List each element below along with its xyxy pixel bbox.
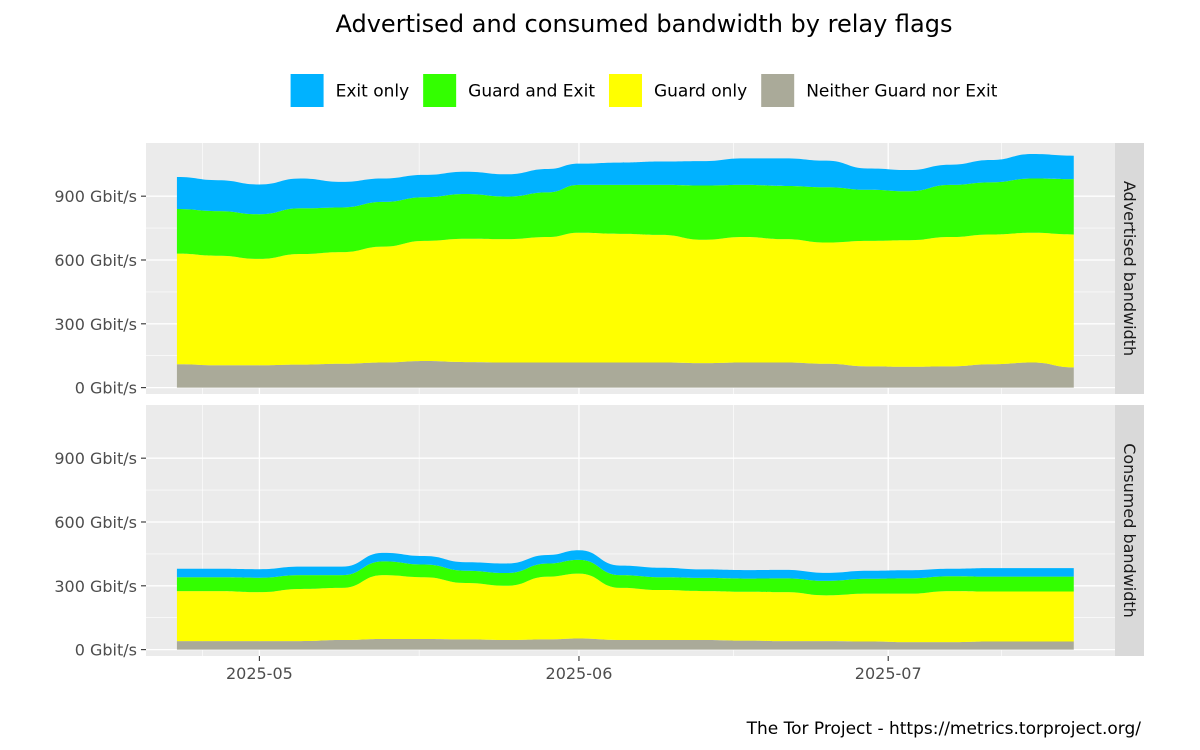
area-exit-only <box>176 550 1074 581</box>
x-tick-label: 2025-05 <box>226 664 293 683</box>
y-tick-label: 0 Gbit/s <box>75 641 137 660</box>
legend-key-guard-and-exit <box>423 74 457 107</box>
facet-strip-label: Consumed bandwidth <box>1120 443 1139 618</box>
x-tick-label: 2025-06 <box>546 664 613 683</box>
chart-title: Advertised and consumed bandwidth by rel… <box>336 10 953 38</box>
legend: Exit only Guard and Exit Guard only Neither… <box>290 74 998 107</box>
facet-strip-label: Advertised bandwidth <box>1120 181 1139 356</box>
legend-item-guard-only: Guard only <box>608 74 747 107</box>
legend-key-exit-only <box>290 74 324 107</box>
facet-strip <box>1115 405 1144 656</box>
area-guard-only <box>176 232 1074 368</box>
chart-caption: The Tor Project - https://metrics.torpro… <box>746 719 1142 739</box>
y-tick-label: 300 Gbit/s <box>54 577 137 596</box>
area-neither-guard-nor-exit <box>176 638 1074 650</box>
y-tick-label: 900 Gbit/s <box>54 449 137 468</box>
y-tick-label: 600 Gbit/s <box>54 513 137 532</box>
y-tick-label: 300 Gbit/s <box>54 315 137 334</box>
area-exit-only <box>176 154 1074 215</box>
area-neither-guard-nor-exit <box>176 361 1074 388</box>
x-axis: 2025-05 2025-06 2025-07 <box>226 656 922 683</box>
legend-label: Exit only <box>336 82 410 102</box>
y-tick-label: 0 Gbit/s <box>75 379 137 398</box>
legend-label: Guard and Exit <box>468 82 595 102</box>
area-guard-and-exit <box>176 178 1074 259</box>
legend-label: Neither Guard nor Exit <box>806 82 998 102</box>
legend-key-neither-guard-nor-exit <box>761 74 795 107</box>
y-tick-label: 900 Gbit/s <box>54 187 137 206</box>
legend-label: Guard only <box>654 82 747 102</box>
y-tick-label: 600 Gbit/s <box>54 251 137 270</box>
panel-consumed-bandwidth: 0 Gbit/s 300 Gbit/s 600 Gbit/s 900 Gbit/s Co… <box>54 405 1144 660</box>
legend-key-guard-only <box>608 74 642 107</box>
area-guard-only <box>176 573 1074 643</box>
legend-item-exit-only: Exit only <box>290 74 410 107</box>
area-guard-and-exit <box>176 559 1074 596</box>
legend-item-guard-and-exit: Guard and Exit <box>423 74 595 107</box>
panel-advertised-bandwidth: 0 Gbit/s 300 Gbit/s 600 Gbit/s 900 Gbit/s Ad… <box>54 143 1144 398</box>
chart-panels: 0 Gbit/s 300 Gbit/s 600 Gbit/s 900 Gbit/s Ad… <box>54 143 1144 660</box>
legend-item-neither-guard-nor-exit: Neither Guard nor Exit <box>761 74 998 107</box>
x-tick-label: 2025-07 <box>855 664 922 683</box>
facet-strip <box>1115 143 1144 394</box>
